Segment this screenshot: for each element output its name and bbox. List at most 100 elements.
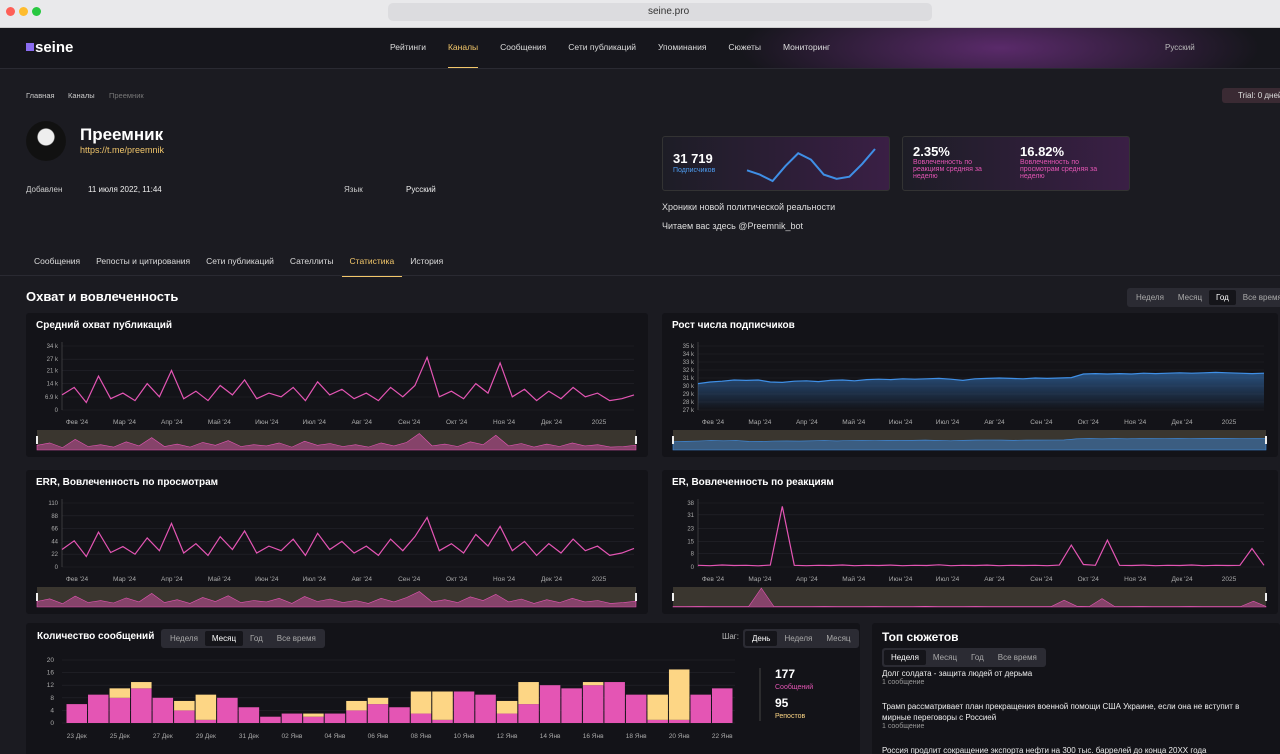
trial-badge[interactable]: Trial: 0 дней — [1222, 88, 1280, 103]
logo-icon — [26, 43, 34, 51]
bar — [668, 719, 690, 723]
story-title[interactable]: Трамп рассматривает план прекращения вое… — [882, 702, 1240, 722]
bar — [604, 682, 625, 723]
bar — [410, 691, 432, 714]
chart: 0 4 8 12 16 20 23 Дек 25 Дек 27 Дек 29 Дек 31 Дек 0… — [47, 657, 813, 740]
card-value: 31 719 — [673, 151, 713, 166]
bar — [475, 694, 496, 723]
x-tick-label: Июл '24 — [303, 419, 327, 426]
x-tick-label: 10 Янв — [454, 733, 475, 740]
x-tick-label: 22 Янв — [712, 733, 733, 740]
x-tick-label: Июл '24 — [936, 576, 960, 583]
y-tick-label: 0 — [50, 720, 54, 727]
navigator-handle — [1265, 593, 1267, 601]
description: Хроники новой политической реальности — [662, 202, 836, 212]
segment-button[interactable]: Месяц — [932, 653, 958, 662]
bar — [518, 682, 539, 705]
x-tick-label: Апр '24 — [161, 576, 183, 583]
chart: 0 8 15 23 31 38 Фев '24 Мар '24 Апр '24 Май '24 Ию… — [672, 499, 1267, 608]
summary-label: Репостов — [775, 713, 805, 720]
segment-button[interactable]: Все время — [276, 634, 316, 643]
nav-item[interactable]: Сюжеты — [728, 42, 761, 52]
window-max[interactable] — [32, 7, 41, 16]
segment-button[interactable]: Все время — [997, 653, 1037, 662]
breadcrumb[interactable]: Каналы — [68, 91, 95, 100]
nav-item[interactable]: Сети публикаций — [568, 42, 637, 52]
logo[interactable]: seine — [35, 39, 74, 56]
navigator-handle — [635, 436, 637, 444]
x-tick-label: Дек '24 — [541, 419, 563, 426]
segment-button[interactable]: Год — [250, 634, 263, 643]
bar — [346, 710, 367, 723]
nav-item[interactable]: Рейтинги — [390, 42, 426, 52]
card-label: Подписчиков — [673, 167, 716, 174]
x-tick-label: 08 Янв — [411, 733, 432, 740]
bar — [303, 713, 324, 717]
segment-button[interactable]: Год — [971, 653, 984, 662]
story-count: 1 сообщение — [882, 723, 925, 730]
segment-button[interactable]: Неделя — [784, 634, 813, 643]
tabs-border — [0, 275, 1280, 276]
segment-button[interactable]: Неделя — [884, 650, 926, 665]
bar — [238, 707, 260, 723]
nav-item[interactable]: Сообщения — [500, 42, 547, 52]
url-box[interactable] — [388, 3, 932, 21]
story-title[interactable]: Россия продлит сокращение экспорта нефти… — [882, 746, 1207, 754]
nav-item[interactable]: Каналы — [447, 42, 479, 68]
section-title: Охват и вовлеченность — [26, 289, 179, 304]
y-tick-label: 20 — [47, 657, 55, 664]
nav-bar — [0, 28, 1280, 69]
navigator-line — [672, 587, 1267, 608]
card — [662, 136, 890, 191]
segment-button[interactable]: Неделя — [170, 634, 198, 643]
breadcrumb[interactable]: Главная — [26, 91, 55, 100]
window-close[interactable] — [6, 7, 15, 16]
x-tick-label: Май '24 — [208, 575, 231, 583]
tab[interactable]: Статистика — [341, 256, 403, 277]
bar — [561, 688, 582, 723]
navigator-line — [36, 433, 637, 451]
x-tick-label: 25 Дек — [110, 733, 130, 740]
tab[interactable]: История — [410, 256, 444, 266]
window-min[interactable] — [19, 7, 28, 16]
tab[interactable]: Сателлиты — [289, 256, 334, 266]
segment-button[interactable]: Месяц — [826, 634, 851, 643]
bar — [109, 697, 131, 723]
y-tick-label: 44 — [51, 539, 58, 545]
x-tick-label: Ноя '24 — [493, 419, 515, 426]
language[interactable]: Русский — [1165, 43, 1195, 52]
segment-button[interactable]: Все время — [1242, 293, 1280, 302]
segment-button[interactable]: Месяц — [204, 631, 244, 646]
tab[interactable]: Сети публикаций — [206, 256, 274, 266]
bar — [260, 716, 281, 723]
nav-item[interactable]: Мониторинг — [782, 42, 831, 52]
navigator — [673, 587, 1266, 607]
segment-button[interactable]: Год — [1209, 290, 1236, 305]
bar — [496, 700, 518, 714]
bar — [217, 697, 238, 723]
y-tick-label: 21 k — [47, 368, 59, 374]
x-tick-label: Мар '24 — [748, 576, 771, 583]
nav-menu: Рейтинги Каналы Сообщения Сети публикаций Уп… — [390, 42, 830, 68]
line — [697, 371, 1265, 385]
x-tick-label: Авг '24 — [984, 576, 1005, 583]
y-tick-label: 88 — [51, 514, 58, 520]
story-count: 1 сообщение — [882, 679, 925, 686]
segment-button[interactable]: Месяц — [1177, 293, 1203, 302]
story-title[interactable]: Долг солдата - защита людей от дерьма — [882, 669, 1033, 678]
x-tick-label: 16 Янв — [583, 733, 604, 740]
x-tick-label: 04 Янв — [325, 733, 346, 740]
url: seine.pro — [648, 6, 690, 17]
channel-link[interactable]: https://t.me/preemnik — [80, 145, 165, 155]
nav-item[interactable]: Упоминания — [658, 42, 707, 52]
tab[interactable]: Сообщения — [34, 256, 81, 266]
tab[interactable]: Репосты и цитирования — [96, 256, 191, 266]
navigator-handle — [36, 436, 38, 444]
segment-button[interactable]: Неделя — [1136, 293, 1164, 302]
y-tick-label: 33 k — [683, 360, 695, 366]
x-tick-label: Сен '24 — [398, 576, 421, 583]
x-tick-label: 20 Янв — [669, 733, 690, 740]
x-tick-label: 18 Янв — [626, 733, 647, 740]
segment-button[interactable]: День — [745, 631, 778, 646]
